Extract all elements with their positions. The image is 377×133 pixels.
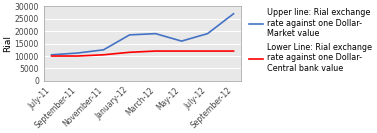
Legend: Upper line: Rial exchange
rate against one Dollar-
Market value, Lower Line: Ria: Upper line: Rial exchange rate against o… (247, 7, 373, 74)
Upper line: Rial exchange
rate against one Dollar-
Market value: (5, 1.6e+04): Rial exchange rate against one Dollar- M… (179, 40, 184, 42)
Upper line: Rial exchange
rate against one Dollar-
Market value: (6, 1.9e+04): Rial exchange rate against one Dollar- M… (205, 33, 210, 34)
Lower Line: Rial exchange
rate against one Dollar-
Central bank value: (7, 1.2e+04): Rial exchange rate against one Dollar- C… (231, 50, 236, 52)
Y-axis label: Rial: Rial (3, 35, 12, 52)
Lower Line: Rial exchange
rate against one Dollar-
Central bank value: (3, 1.15e+04): Rial exchange rate against one Dollar- C… (127, 51, 132, 53)
Lower Line: Rial exchange
rate against one Dollar-
Central bank value: (2, 1.05e+04): Rial exchange rate against one Dollar- C… (101, 54, 106, 56)
Upper line: Rial exchange
rate against one Dollar-
Market value: (0, 1.05e+04): Rial exchange rate against one Dollar- M… (49, 54, 54, 56)
Upper line: Rial exchange
rate against one Dollar-
Market value: (1, 1.12e+04): Rial exchange rate against one Dollar- M… (75, 52, 80, 54)
Lower Line: Rial exchange
rate against one Dollar-
Central bank value: (4, 1.2e+04): Rial exchange rate against one Dollar- C… (153, 50, 158, 52)
Lower Line: Rial exchange
rate against one Dollar-
Central bank value: (0, 1e+04): Rial exchange rate against one Dollar- C… (49, 55, 54, 57)
Lower Line: Rial exchange
rate against one Dollar-
Central bank value: (1, 1e+04): Rial exchange rate against one Dollar- C… (75, 55, 80, 57)
Upper line: Rial exchange
rate against one Dollar-
Market value: (3, 1.85e+04): Rial exchange rate against one Dollar- M… (127, 34, 132, 36)
Lower Line: Rial exchange
rate against one Dollar-
Central bank value: (5, 1.2e+04): Rial exchange rate against one Dollar- C… (179, 50, 184, 52)
Line: Lower Line: Rial exchange
rate against one Dollar-
Central bank value: Lower Line: Rial exchange rate against o… (52, 51, 233, 56)
Lower Line: Rial exchange
rate against one Dollar-
Central bank value: (6, 1.2e+04): Rial exchange rate against one Dollar- C… (205, 50, 210, 52)
Upper line: Rial exchange
rate against one Dollar-
Market value: (2, 1.25e+04): Rial exchange rate against one Dollar- M… (101, 49, 106, 51)
Line: Upper line: Rial exchange
rate against one Dollar-
Market value: Upper line: Rial exchange rate against o… (52, 14, 233, 55)
Upper line: Rial exchange
rate against one Dollar-
Market value: (7, 2.7e+04): Rial exchange rate against one Dollar- M… (231, 13, 236, 14)
Upper line: Rial exchange
rate against one Dollar-
Market value: (4, 1.9e+04): Rial exchange rate against one Dollar- M… (153, 33, 158, 34)
